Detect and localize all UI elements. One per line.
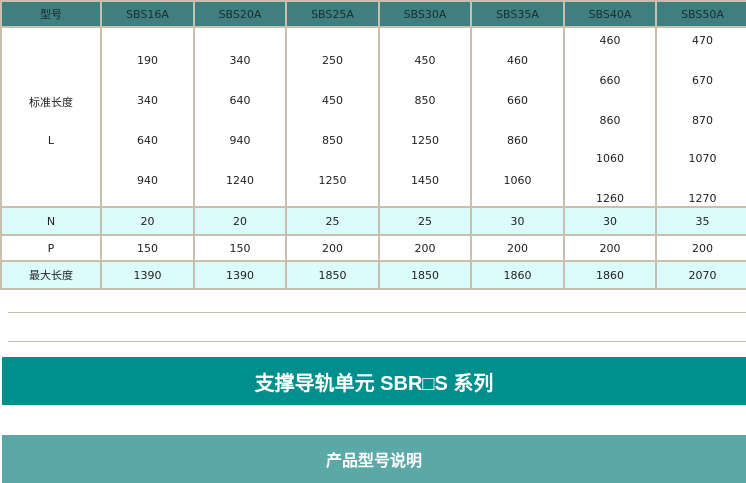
length-value: 340	[229, 54, 251, 67]
row-value: 1860	[563, 260, 657, 290]
row-value: 200	[378, 234, 472, 262]
length-value: 1060	[596, 152, 624, 165]
length-value: 450	[322, 94, 343, 107]
row-label: P	[0, 234, 102, 262]
row-value: 150	[100, 234, 195, 262]
section-banner: 产品型号说明	[2, 435, 746, 483]
header-cell: SBS50A	[655, 0, 746, 28]
length-label: 标准长度	[29, 96, 73, 109]
row-value: 150	[193, 234, 287, 262]
row-label: 最大长度	[0, 260, 102, 290]
row-value: 1850	[378, 260, 472, 290]
length-value: 670	[692, 74, 713, 87]
header-cell: SBS25A	[285, 0, 380, 28]
row-value: 25	[285, 206, 380, 236]
length-value: 470	[692, 34, 713, 47]
length-value: 940	[137, 174, 158, 187]
row-value: 1390	[100, 260, 195, 290]
row-value: 30	[563, 206, 657, 236]
length-value: 1260	[596, 192, 624, 205]
row-value: 1390	[193, 260, 287, 290]
length-value: 860	[507, 134, 528, 147]
row-value: 20	[193, 206, 287, 236]
length-value: 640	[229, 94, 251, 107]
length-label-cell: 标准长度 L	[0, 26, 102, 208]
table-row: P 150 150 200 200 200 200 200	[0, 234, 746, 262]
length-cell: 250 450 850 1250	[285, 26, 380, 208]
spec-table: 型号 SBS16A SBS20A SBS25A SBS30A SBS35A SBS40A SB…	[0, 0, 746, 290]
length-value: 860	[599, 114, 621, 127]
table-row: 最大长度 1390 1390 1850 1850 1860 1860 2070	[0, 260, 746, 290]
header-cell: SBS30A	[378, 0, 472, 28]
length-value: 460	[599, 34, 621, 47]
length-cell: 460 660 860 1060 1260	[563, 26, 657, 208]
length-value: 450	[414, 54, 436, 67]
length-value: 340	[137, 94, 158, 107]
divider	[8, 312, 746, 313]
length-value: 1240	[226, 174, 254, 187]
length-cell: 470 670 870 1070 1270	[655, 26, 746, 208]
length-value: 640	[137, 134, 158, 147]
length-cell: 190 340 640 940	[100, 26, 195, 208]
header-cell: SBS16A	[100, 0, 195, 28]
header-cell: SBS20A	[193, 0, 287, 28]
length-row: 标准长度 L 190 340 640 940 340 640 940 1240 250 450 850 1…	[0, 26, 746, 208]
header-cell: 型号	[0, 0, 102, 28]
length-cell: 460 660 860 1060	[470, 26, 565, 208]
table-row: N 20 20 25 25 30 30 35	[0, 206, 746, 236]
divider	[8, 341, 746, 342]
row-value: 20	[100, 206, 195, 236]
length-value: 850	[322, 134, 343, 147]
length-value: 1450	[411, 174, 439, 187]
length-cell: 340 640 940 1240	[193, 26, 287, 208]
row-value: 200	[655, 234, 746, 262]
row-value: 200	[285, 234, 380, 262]
length-value: 940	[229, 134, 251, 147]
header-cell: SBS40A	[563, 0, 657, 28]
length-value: 250	[322, 54, 343, 67]
row-value: 25	[378, 206, 472, 236]
section-title: 产品型号说明	[325, 451, 422, 470]
length-value: 1250	[411, 134, 439, 147]
header-row: 型号 SBS16A SBS20A SBS25A SBS30A SBS35A SBS40A SB…	[0, 0, 746, 28]
row-value: 200	[470, 234, 565, 262]
length-value: 870	[692, 114, 713, 127]
length-value: 660	[599, 74, 621, 87]
length-value: 850	[414, 94, 436, 107]
row-value: 1860	[470, 260, 565, 290]
length-value: 660	[507, 94, 528, 107]
length-value: 190	[137, 54, 158, 67]
row-value: 2070	[655, 260, 746, 290]
series-banner: 支撑导轨单元 SBR□S 系列	[2, 357, 746, 405]
length-cell: 450 850 1250 1450	[378, 26, 472, 208]
header-cell: SBS35A	[470, 0, 565, 28]
row-label: N	[0, 206, 102, 236]
row-value: 1850	[285, 260, 380, 290]
row-value: 30	[470, 206, 565, 236]
length-value: 460	[507, 54, 528, 67]
series-title: 支撑导轨单元 SBR□S 系列	[254, 372, 494, 395]
length-value: 1070	[688, 152, 717, 165]
length-value: 1270	[688, 192, 717, 205]
row-value: 35	[655, 206, 746, 236]
length-sub-label: L	[47, 134, 55, 147]
row-value: 200	[563, 234, 657, 262]
length-value: 1250	[318, 174, 347, 187]
length-value: 1060	[503, 174, 532, 187]
